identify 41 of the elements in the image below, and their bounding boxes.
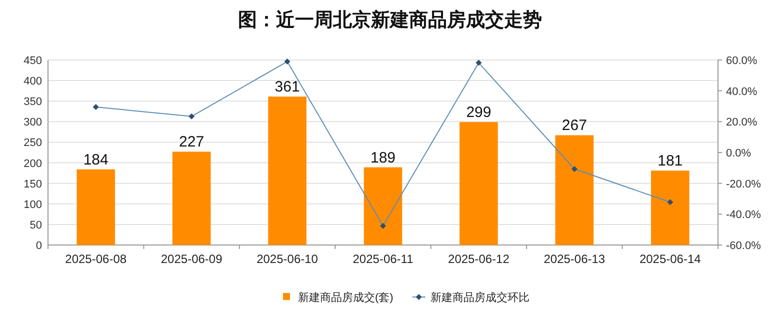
y2-tick-label: 0.0% bbox=[726, 148, 752, 160]
y-tick-label: 350 bbox=[24, 96, 42, 108]
bar bbox=[555, 135, 594, 245]
x-tick-label: 2025-06-10 bbox=[256, 252, 318, 266]
y-tick-label: 100 bbox=[24, 198, 42, 211]
y-tick-label: 50 bbox=[30, 219, 42, 232]
y-tick-label: 250 bbox=[24, 137, 42, 150]
data-label: 227 bbox=[179, 134, 204, 151]
legend-label: 新建商品房成交(套) bbox=[298, 291, 394, 304]
bar bbox=[76, 169, 115, 245]
data-label: 299 bbox=[466, 104, 492, 122]
bar bbox=[268, 96, 306, 245]
y-tick-label: 450 bbox=[24, 55, 42, 67]
data-label: 361 bbox=[274, 78, 300, 96]
x-tick-label: 2025-06-12 bbox=[448, 252, 510, 266]
x-tick-label: 2025-06-11 bbox=[352, 252, 414, 266]
y2-tick-label: 40.0% bbox=[726, 86, 758, 98]
chart-title: 图：近一周北京新建商品房成交走势 bbox=[238, 9, 542, 31]
y2-tick-label: 20.0% bbox=[726, 116, 758, 129]
y2-tick-label: -40.0% bbox=[726, 209, 762, 222]
y2-tick-label: -20.0% bbox=[726, 178, 762, 190]
y-tick-label: 400 bbox=[24, 76, 42, 88]
y-tick-label: 200 bbox=[24, 158, 42, 170]
data-label: 184 bbox=[83, 151, 108, 168]
data-label: 181 bbox=[658, 152, 683, 170]
bar bbox=[364, 167, 402, 245]
y2-tick-label: 60.0% bbox=[726, 55, 758, 67]
data-label: 189 bbox=[370, 149, 396, 166]
bar bbox=[172, 152, 211, 245]
legend-label: 新建商品房成交环比 bbox=[430, 291, 530, 304]
x-tick-label: 2025-06-13 bbox=[544, 252, 606, 266]
bar bbox=[651, 170, 690, 245]
y-tick-label: 150 bbox=[24, 178, 42, 190]
y-tick-label: 0 bbox=[36, 240, 42, 252]
x-tick-label: 2025-06-08 bbox=[65, 252, 127, 266]
bar bbox=[460, 122, 498, 245]
y2-tick-label: -60.0% bbox=[726, 240, 762, 252]
y-tick-label: 300 bbox=[24, 116, 42, 129]
x-tick-label: 2025-06-09 bbox=[160, 252, 223, 266]
x-tick-label: 2025-06-14 bbox=[639, 252, 702, 266]
data-label: 267 bbox=[562, 117, 587, 134]
